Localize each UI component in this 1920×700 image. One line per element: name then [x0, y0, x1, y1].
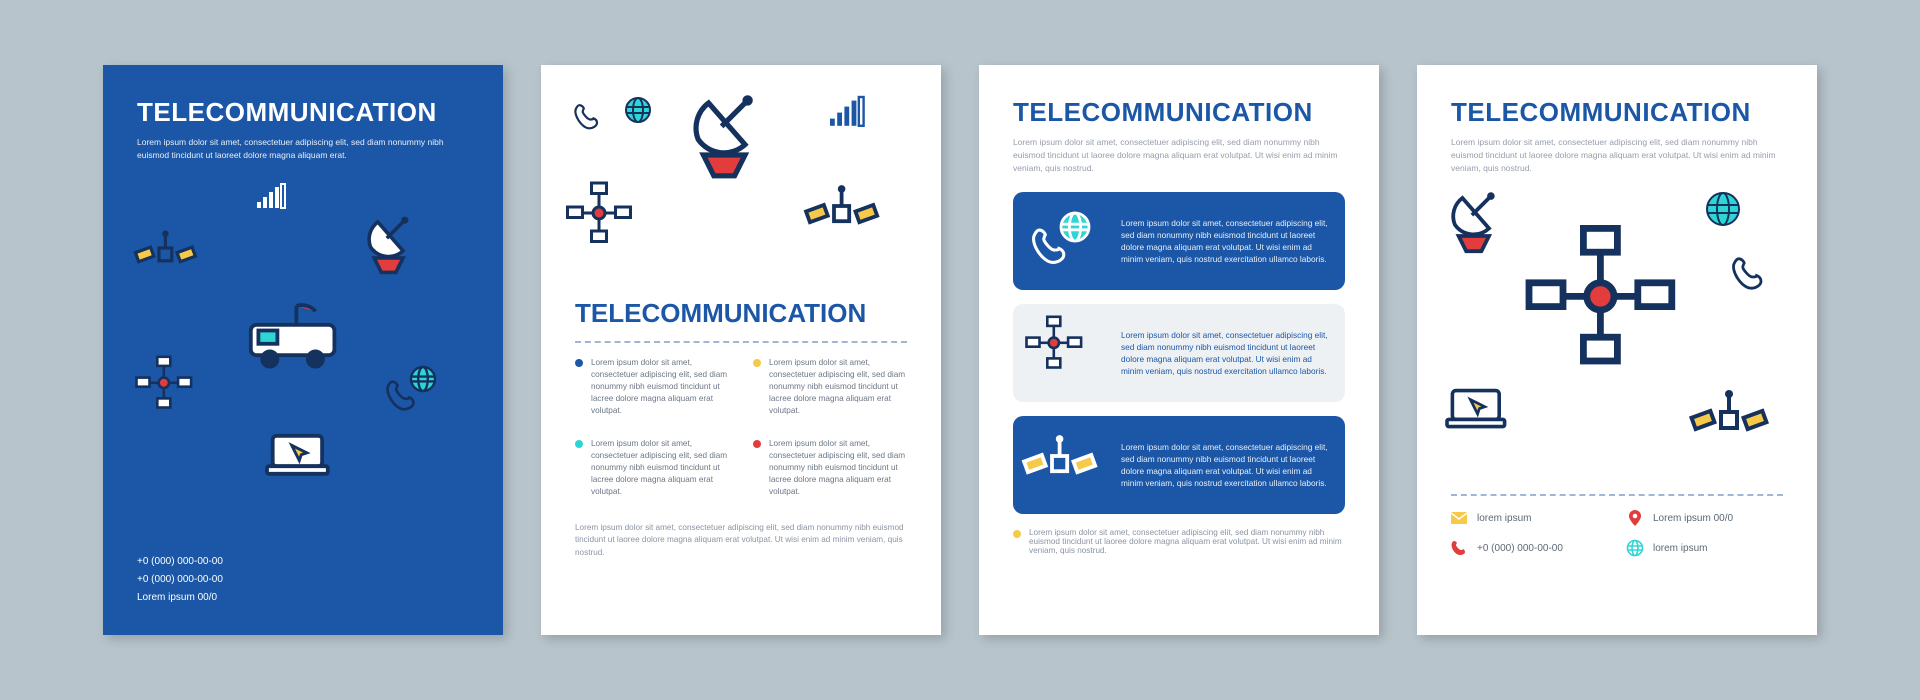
bullet-4: Lorem ipsum dolor sit amet, consectetuer… — [753, 438, 907, 497]
phone-globe-icon — [1029, 206, 1107, 276]
panel-1: TELECOMMUNICATION Lorem ipsum dolor sit … — [103, 65, 503, 635]
panel-2: TELECOMMUNICATION Lorem ipsum dolor sit … — [541, 65, 941, 635]
network-icon — [143, 362, 213, 422]
bullet-text: Lorem ipsum dolor sit amet, consectetuer… — [769, 357, 907, 416]
dot-icon — [1013, 530, 1021, 538]
card-satellite: Lorem ipsum dolor sit amet, consectetuer… — [1013, 416, 1345, 514]
panel3-footer-text: Lorem ipsum dolor sit amet, consectetuer… — [1029, 528, 1345, 555]
panel4-subtitle: Lorem ipsum dolor sit amet, consectetuer… — [1451, 136, 1783, 174]
contact-text: lorem ipsum — [1477, 513, 1531, 524]
pin-icon — [1627, 510, 1643, 526]
panel2-bullets: Lorem ipsum dolor sit amet, consectetuer… — [575, 357, 907, 498]
dot-icon — [575, 359, 583, 367]
panel1-title: TELECOMMUNICATION — [137, 97, 469, 128]
bullet-text: Lorem ipsum dolor sit amet, consectetuer… — [591, 357, 729, 416]
contact-address: Lorem ipsum 00/0 — [1627, 510, 1783, 526]
panel2-title: TELECOMMUNICATION — [575, 298, 907, 329]
footer-phone-1: +0 (000) 000-00-00 — [137, 553, 223, 571]
network-icon — [575, 189, 661, 265]
panel-4: TELECOMMUNICATION Lorem ipsum dolor sit … — [1417, 65, 1817, 635]
panel2-footer-text: Lorem ipsum dolor sit amet, consectetuer… — [575, 522, 907, 559]
contact-text: +0 (000) 000-00-00 — [1477, 543, 1563, 554]
panel4-illustration — [1451, 192, 1783, 482]
panel-3: TELECOMMUNICATION Lorem ipsum dolor sit … — [979, 65, 1379, 635]
divider — [575, 341, 907, 343]
bullet-2: Lorem ipsum dolor sit amet, consectetuer… — [753, 357, 907, 416]
bars-icon — [830, 97, 876, 131]
card-phone-globe: Lorem ipsum dolor sit amet, consectetuer… — [1013, 192, 1345, 290]
panel4-title: TELECOMMUNICATION — [1451, 97, 1783, 128]
mail-icon — [1451, 510, 1467, 526]
contact-phone: +0 (000) 000-00-00 — [1451, 540, 1607, 556]
dot-icon — [753, 359, 761, 367]
panel1-footer: +0 (000) 000-00-00 +0 (000) 000-00-00 Lo… — [137, 553, 223, 607]
bullet-1: Lorem ipsum dolor sit amet, consectetuer… — [575, 357, 729, 416]
footer-address: Lorem ipsum 00/0 — [137, 589, 223, 607]
satellite-icon — [1029, 430, 1107, 500]
phone-icon — [575, 103, 609, 137]
card-text: Lorem ipsum dolor sit amet, consectetuer… — [1121, 441, 1329, 489]
panel3-footer: Lorem ipsum dolor sit amet, consectetuer… — [1013, 528, 1345, 555]
van-icon — [247, 302, 357, 372]
card-network: Lorem ipsum dolor sit amet, consectetuer… — [1013, 304, 1345, 402]
satellite-icon — [815, 187, 895, 251]
card-text: Lorem ipsum dolor sit amet, consectetuer… — [1121, 329, 1329, 377]
footer-phone-2: +0 (000) 000-00-00 — [137, 571, 223, 589]
bullet-text: Lorem ipsum dolor sit amet, consectetuer… — [769, 438, 907, 497]
bars-icon — [257, 184, 297, 214]
panel3-subtitle: Lorem ipsum dolor sit amet, consectetuer… — [1013, 136, 1345, 174]
contact-web: lorem ipsum — [1627, 540, 1783, 556]
globe-icon — [1706, 192, 1756, 242]
dish-icon — [367, 222, 437, 292]
dot-icon — [575, 440, 583, 448]
dot-icon — [753, 440, 761, 448]
phone-globe-icon — [387, 367, 447, 422]
contact-text: Lorem ipsum 00/0 — [1653, 513, 1733, 524]
panel1-subtitle: Lorem ipsum dolor sit amet, consectetuer… — [137, 136, 469, 162]
satellite-icon — [143, 232, 203, 282]
panel3-title: TELECOMMUNICATION — [1013, 97, 1345, 128]
contact-grid: lorem ipsum Lorem ipsum 00/0 +0 (000) 00… — [1451, 510, 1783, 556]
globe-icon — [1627, 540, 1643, 556]
network-icon — [1029, 318, 1107, 388]
divider — [1451, 494, 1783, 496]
globe-icon — [625, 97, 659, 131]
dish-icon — [693, 103, 793, 203]
dish-icon — [1451, 198, 1523, 268]
network-icon — [1546, 242, 1716, 392]
phone-icon — [1733, 256, 1775, 298]
phone-icon — [1451, 540, 1467, 556]
panel1-illustration — [137, 192, 469, 492]
laptop-icon — [267, 432, 347, 487]
panel2-illustration — [575, 97, 907, 292]
contact-text: lorem ipsum — [1653, 543, 1707, 554]
bullet-text: Lorem ipsum dolor sit amet, consectetuer… — [591, 438, 729, 497]
card-text: Lorem ipsum dolor sit amet, consectetuer… — [1121, 217, 1329, 265]
contact-mail: lorem ipsum — [1451, 510, 1607, 526]
satellite-icon — [1701, 392, 1781, 452]
bullet-3: Lorem ipsum dolor sit amet, consectetuer… — [575, 438, 729, 497]
laptop-icon — [1447, 387, 1523, 439]
